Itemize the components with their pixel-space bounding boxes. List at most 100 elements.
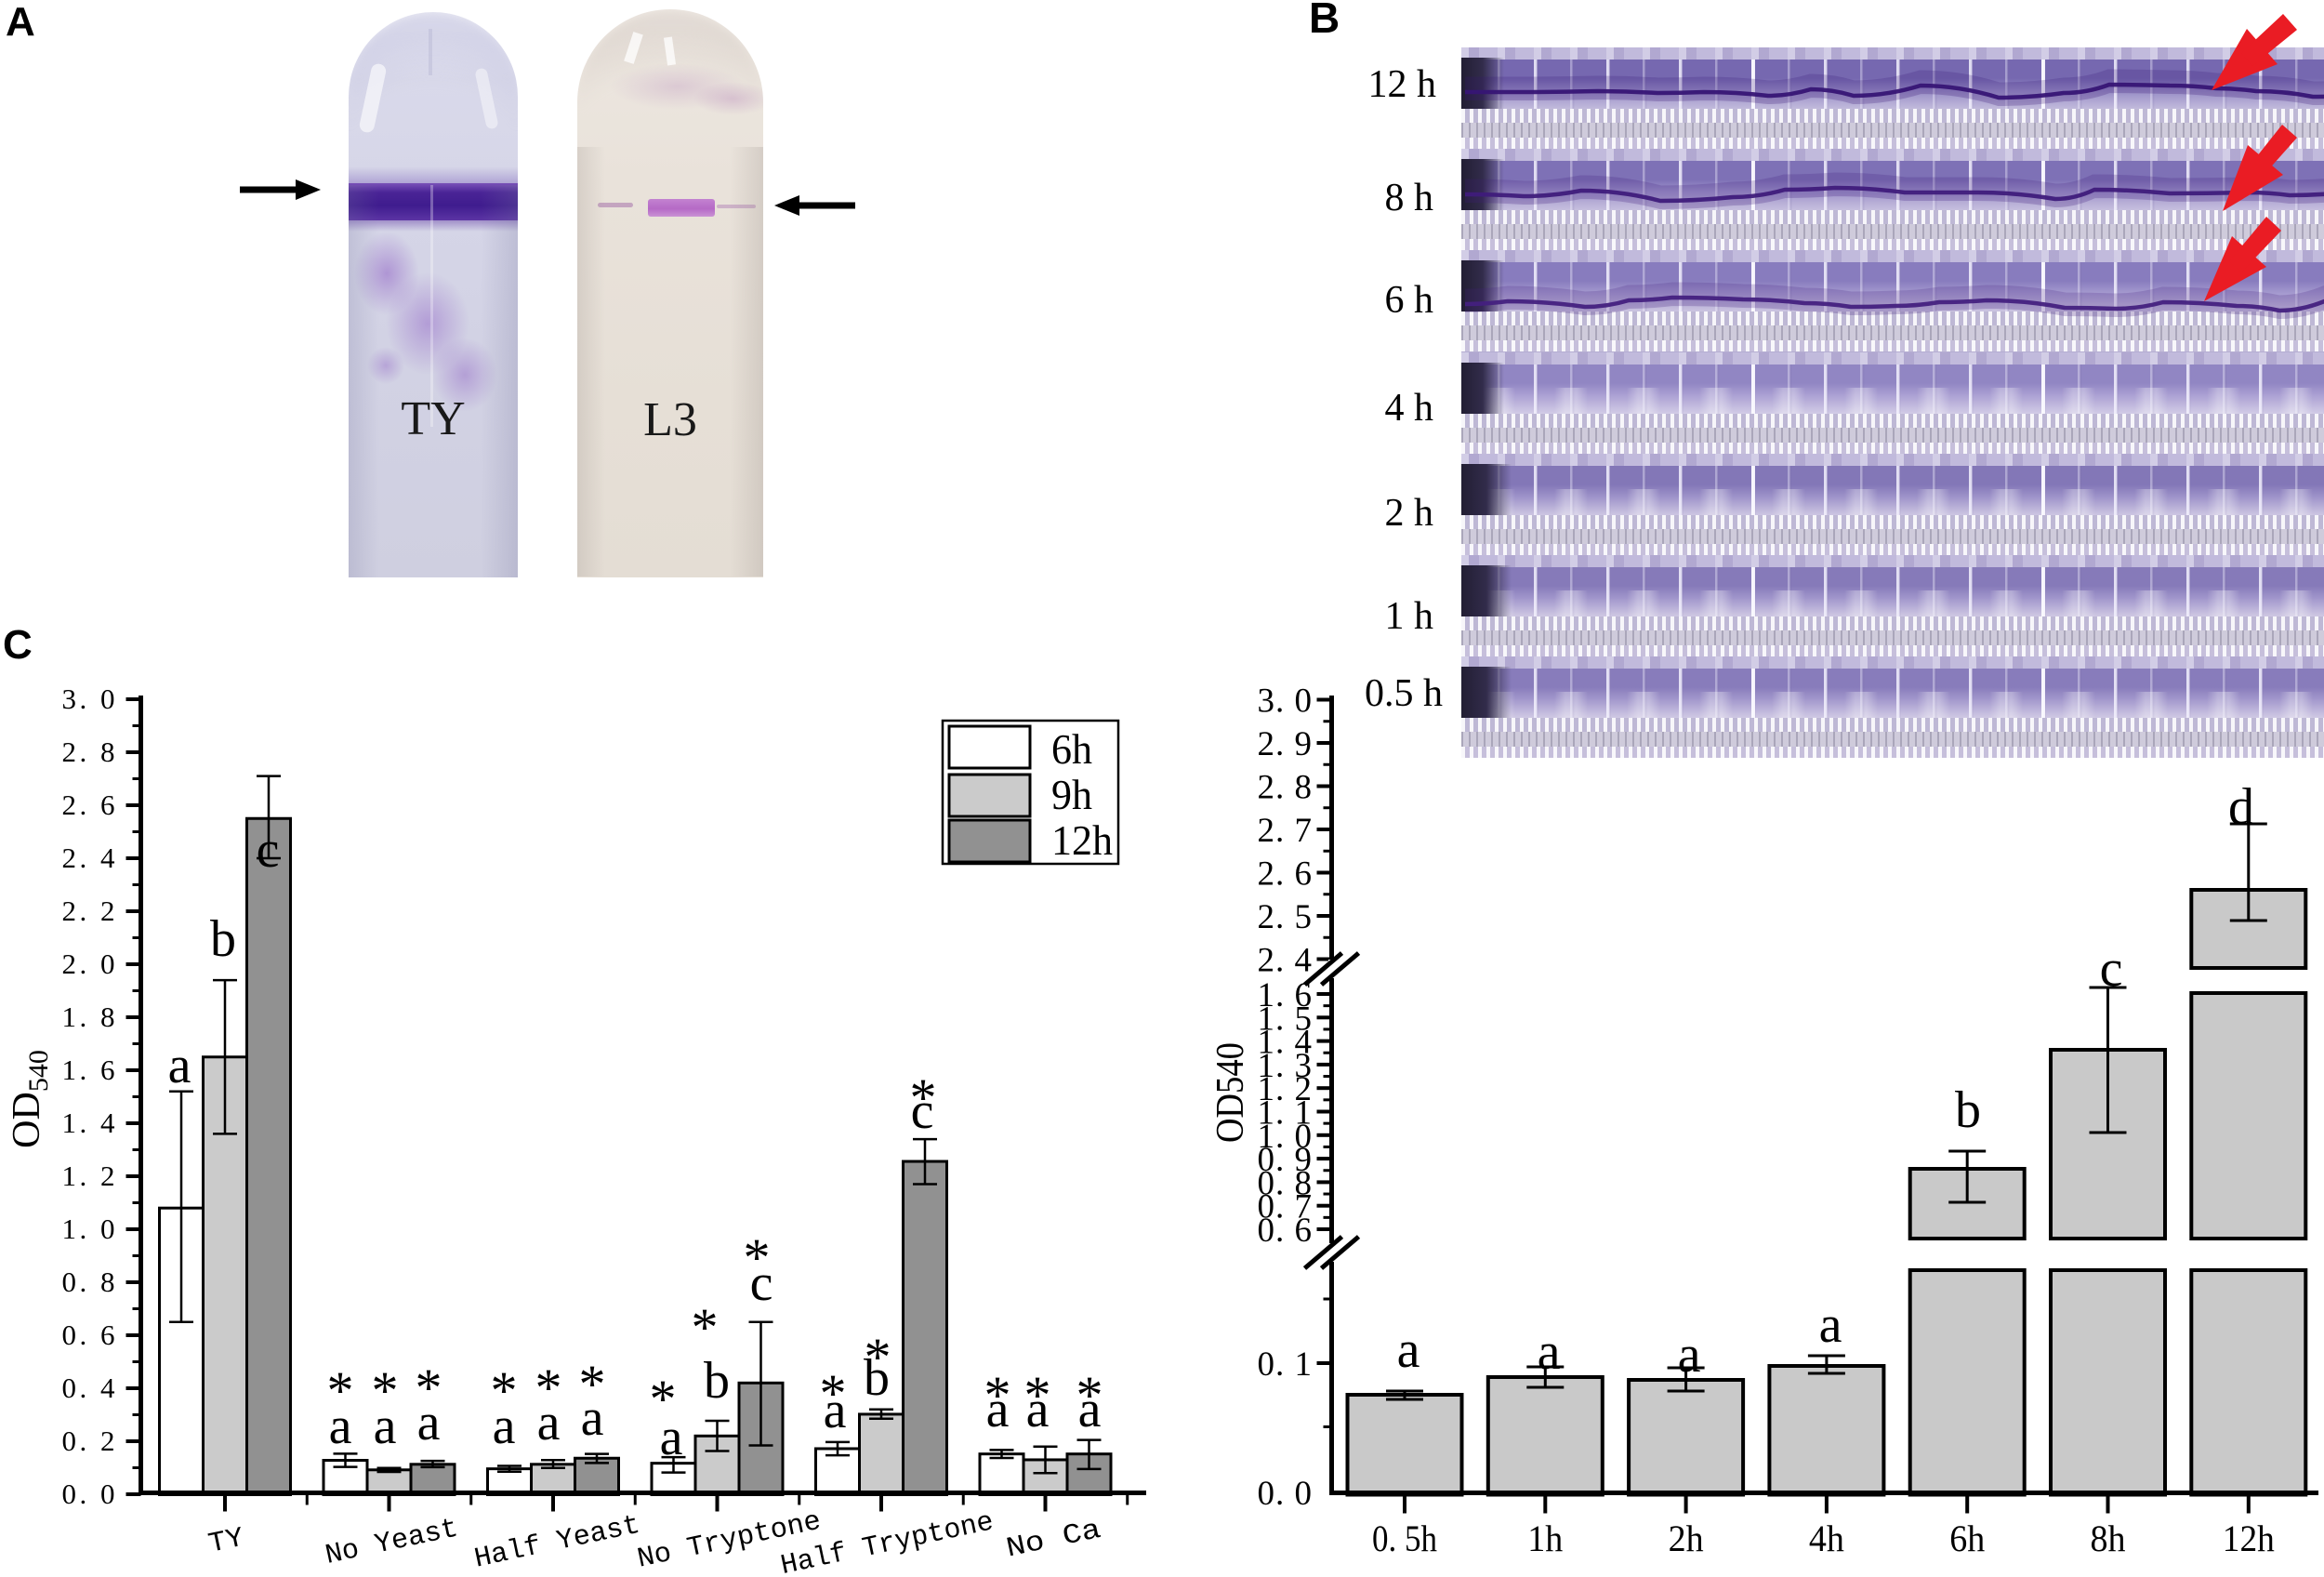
svg-text:1. 6: 1. 6 [1258, 976, 1314, 1014]
svg-text:b: b [1955, 1081, 1981, 1139]
svg-text:d: d [2228, 778, 2254, 836]
svg-text:a: a [1078, 1381, 1102, 1438]
svg-text:9h: 9h [1051, 771, 1092, 818]
svg-text:*: * [1024, 1365, 1051, 1425]
svg-text:1. 1: 1. 1 [1258, 1094, 1314, 1133]
svg-text:*: * [416, 1358, 442, 1418]
svg-text:6h: 6h [1051, 725, 1092, 773]
svg-text:B: B [1309, 0, 1340, 42]
svg-text:a: a [329, 1398, 352, 1455]
svg-text:0. 8: 0. 8 [1258, 1164, 1314, 1202]
svg-text:2. 6: 2. 6 [1258, 855, 1314, 894]
svg-text:a: a [1678, 1326, 1701, 1384]
svg-text:12h: 12h [2223, 1517, 2275, 1559]
svg-text:2h: 2h [1669, 1517, 1704, 1559]
svg-text:c: c [257, 821, 280, 879]
svg-text:2. 9: 2. 9 [1258, 725, 1314, 763]
svg-text:0. 5h: 0. 5h [1372, 1517, 1437, 1559]
svg-text:*: * [692, 1297, 719, 1358]
svg-text:*: * [1076, 1365, 1103, 1425]
svg-text:*: * [984, 1365, 1011, 1425]
svg-text:OD540: OD540 [6, 1050, 54, 1148]
svg-text:*: * [327, 1360, 354, 1421]
svg-text:2. 2: 2. 2 [62, 895, 119, 927]
svg-text:0. 8: 0. 8 [62, 1266, 119, 1298]
svg-text:0. 2: 0. 2 [62, 1425, 119, 1457]
svg-text:a: a [660, 1409, 683, 1466]
svg-text:c: c [750, 1254, 773, 1312]
svg-text:*: * [491, 1360, 518, 1421]
svg-text:b: b [704, 1352, 730, 1410]
svg-text:*: * [910, 1067, 937, 1128]
svg-text:c: c [2100, 940, 2123, 998]
svg-text:8h: 8h [2091, 1517, 2126, 1559]
svg-text:a: a [1397, 1321, 1420, 1379]
svg-text:12 h: 12 h [1368, 63, 1437, 106]
svg-text:*: * [744, 1227, 771, 1288]
svg-text:0. 1: 0. 1 [1258, 1345, 1314, 1384]
svg-text:a: a [493, 1398, 516, 1455]
svg-text:0.5 h: 0.5 h [1365, 672, 1443, 715]
svg-text:1 h: 1 h [1385, 595, 1434, 638]
svg-text:c: c [911, 1082, 934, 1140]
svg-text:0. 6: 0. 6 [1258, 1212, 1314, 1250]
svg-text:a: a [168, 1037, 191, 1094]
svg-text:*: * [535, 1358, 562, 1418]
svg-text:1. 0: 1. 0 [62, 1213, 119, 1245]
svg-text:2. 4: 2. 4 [1258, 942, 1314, 980]
svg-text:0. 9: 0. 9 [1258, 1141, 1314, 1179]
svg-text:C: C [3, 622, 33, 668]
svg-text:*: * [650, 1369, 677, 1429]
svg-text:2 h: 2 h [1385, 492, 1434, 535]
svg-text:1. 8: 1. 8 [62, 1001, 119, 1033]
svg-text:a: a [581, 1389, 604, 1447]
svg-text:2. 5: 2. 5 [1258, 898, 1314, 936]
svg-text:0. 4: 0. 4 [62, 1372, 119, 1404]
svg-text:a: a [537, 1394, 561, 1451]
svg-text:b: b [210, 910, 236, 968]
svg-text:TY: TY [205, 1523, 246, 1561]
svg-text:1. 5: 1. 5 [1258, 1000, 1314, 1038]
svg-text:No Ca: No Ca [1004, 1515, 1104, 1566]
svg-text:a: a [374, 1398, 397, 1455]
svg-text:4h: 4h [1809, 1517, 1844, 1559]
svg-text:2. 6: 2. 6 [62, 788, 119, 821]
svg-text:1h: 1h [1527, 1517, 1563, 1559]
svg-text:2. 0: 2. 0 [62, 948, 119, 980]
svg-text:a: a [1538, 1323, 1561, 1381]
svg-text:a: a [417, 1394, 441, 1451]
svg-text:a: a [1819, 1296, 1842, 1354]
svg-text:OD540: OD540 [1209, 1042, 1252, 1143]
svg-text:6 h: 6 h [1385, 279, 1434, 322]
svg-text:No Yeast: No Yeast [323, 1513, 461, 1571]
svg-text:1. 0: 1. 0 [1258, 1118, 1314, 1156]
svg-text:1. 4: 1. 4 [62, 1107, 119, 1139]
svg-text:3. 0: 3. 0 [62, 682, 119, 715]
svg-text:*: * [579, 1354, 606, 1414]
svg-text:6h: 6h [1949, 1517, 1985, 1559]
svg-text:2. 7: 2. 7 [1258, 812, 1314, 850]
svg-text:8 h: 8 h [1385, 177, 1434, 219]
svg-text:*: * [372, 1360, 399, 1421]
svg-text:2. 4: 2. 4 [62, 842, 119, 874]
svg-text:a: a [824, 1382, 847, 1439]
svg-text:1. 2: 1. 2 [62, 1160, 119, 1192]
svg-text:*: * [820, 1363, 847, 1424]
svg-text:a: a [1026, 1381, 1050, 1438]
svg-text:2. 8: 2. 8 [1258, 769, 1314, 807]
svg-text:0. 0: 0. 0 [62, 1478, 119, 1510]
svg-text:12h: 12h [1051, 816, 1113, 864]
svg-text:Half Yeast: Half Yeast [471, 1510, 642, 1576]
svg-text:1. 2: 1. 2 [1258, 1070, 1314, 1108]
svg-text:1. 4: 1. 4 [1258, 1024, 1314, 1062]
svg-text:0. 7: 0. 7 [1258, 1188, 1314, 1226]
svg-text:b: b [864, 1349, 890, 1407]
svg-text:4 h: 4 h [1385, 387, 1434, 430]
svg-text:A: A [6, 0, 35, 45]
svg-text:a: a [986, 1381, 1010, 1438]
svg-text:1. 6: 1. 6 [62, 1054, 119, 1086]
svg-text:1. 3: 1. 3 [1258, 1047, 1314, 1085]
svg-text:0. 6: 0. 6 [62, 1319, 119, 1351]
svg-text:*: * [865, 1327, 891, 1387]
svg-text:2. 8: 2. 8 [62, 735, 119, 768]
